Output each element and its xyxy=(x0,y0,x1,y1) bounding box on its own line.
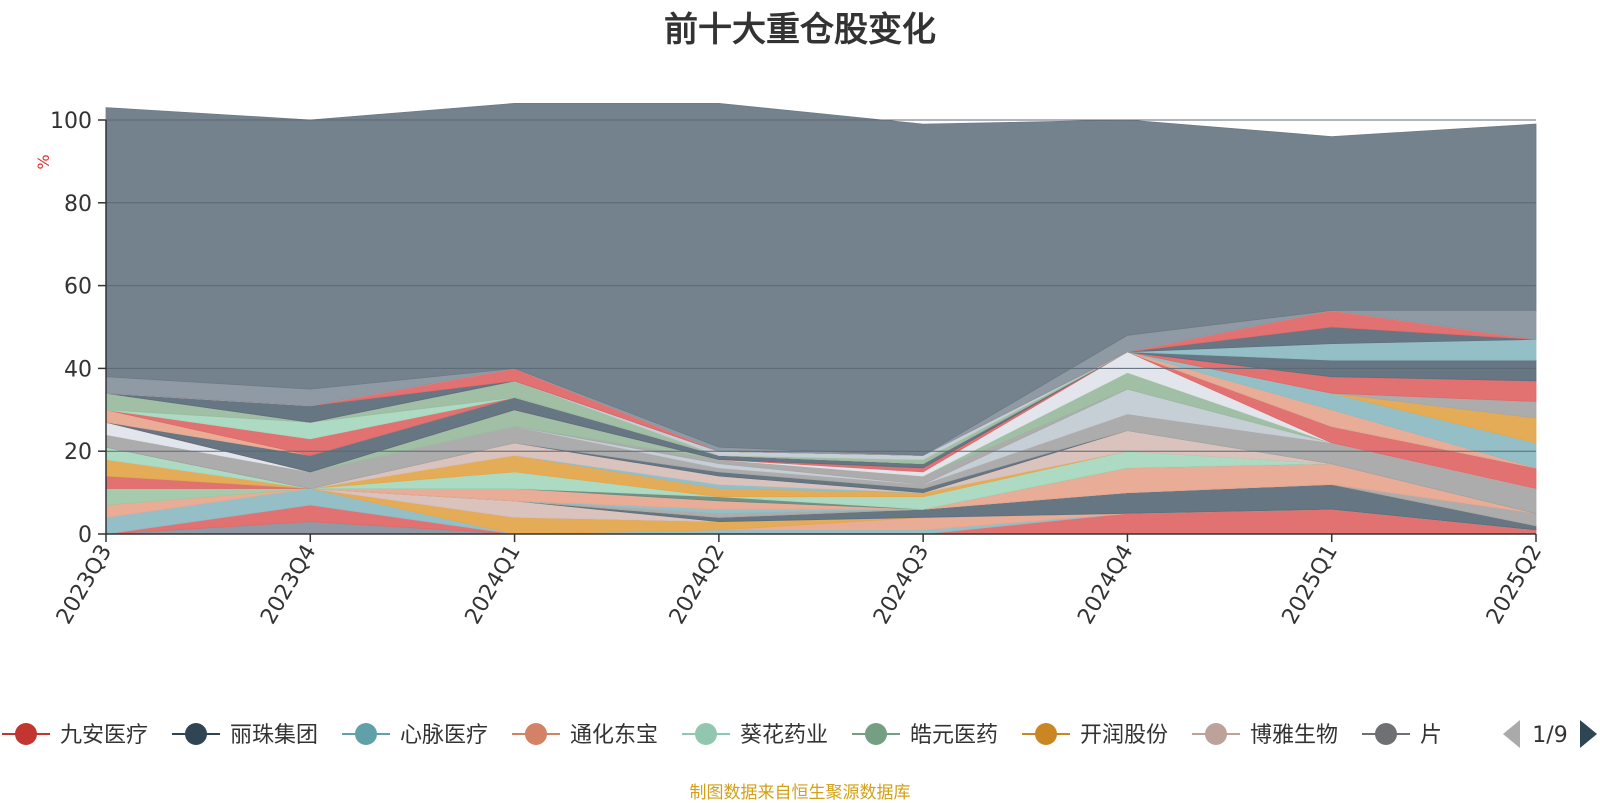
legend-label-2: 心脉医疗 xyxy=(400,723,488,748)
legend-label-1: 丽珠集团 xyxy=(230,723,318,748)
legend-item-5[interactable]: 皓元医药 xyxy=(852,723,998,748)
x-tick-label-2024Q1: 2024Q1 xyxy=(460,541,525,629)
y-tick-label-40: 40 xyxy=(64,357,92,382)
y-tick-label-80: 80 xyxy=(64,192,92,217)
legend-marker-3 xyxy=(525,723,547,745)
x-tick-label-2024Q3: 2024Q3 xyxy=(869,541,934,629)
legend-marker-7 xyxy=(1205,723,1227,745)
legend-item-7[interactable]: 博雅生物 xyxy=(1192,723,1338,748)
x-tick-label-2025Q2: 2025Q2 xyxy=(1482,541,1547,629)
x-tick-label-2023Q4: 2023Q4 xyxy=(256,541,321,629)
data-source-note: 制图数据来自恒生聚源数据库 xyxy=(689,783,911,803)
y-axis-unit: % xyxy=(34,154,53,169)
legend-item-2[interactable]: 心脉医疗 xyxy=(342,723,488,748)
y-tick-label-60: 60 xyxy=(64,275,92,300)
legend-item-6[interactable]: 开润股份 xyxy=(1022,723,1168,748)
legend-marker-0 xyxy=(15,723,37,745)
legend-page-indicator: 1/9 xyxy=(1532,723,1567,748)
legend-label-7: 博雅生物 xyxy=(1250,723,1338,748)
legend-label-3: 通化东宝 xyxy=(570,723,658,748)
legend-items: 九安医疗 丽珠集团 心脉医疗 通化东宝 葵花药业 皓元医药 开润股份 博雅生物 片 xyxy=(2,723,1442,748)
legend-item-8[interactable]: 片 xyxy=(1362,723,1442,748)
prev-page-icon[interactable] xyxy=(1503,720,1520,748)
legend-item-0[interactable]: 九安医疗 xyxy=(2,723,148,748)
x-tick-label-2025Q1: 2025Q1 xyxy=(1278,541,1343,629)
y-tick-label-100: 100 xyxy=(50,109,92,134)
legend-label-0: 九安医疗 xyxy=(60,723,148,748)
plot-area xyxy=(105,103,1537,535)
legend-marker-5 xyxy=(865,723,887,745)
area-series-44 xyxy=(105,103,1537,456)
y-tick-label-20: 20 xyxy=(64,440,92,465)
y-tick-label-0: 0 xyxy=(78,523,92,548)
legend-marker-8 xyxy=(1375,723,1397,745)
legend-pager[interactable]: 1/9 xyxy=(1503,720,1597,748)
legend-item-1[interactable]: 丽珠集团 xyxy=(172,723,318,748)
legend-marker-1 xyxy=(185,723,207,745)
legend-label-4: 葵花药业 xyxy=(740,723,828,748)
legend-marker-4 xyxy=(695,723,717,745)
legend[interactable]: 九安医疗 丽珠集团 心脉医疗 通化东宝 葵花药业 皓元医药 开润股份 博雅生物 片 xyxy=(2,723,1442,748)
x-tick-label-2024Q2: 2024Q2 xyxy=(665,541,730,629)
legend-item-4[interactable]: 葵花药业 xyxy=(682,723,828,748)
x-tick-label-2024Q4: 2024Q4 xyxy=(1073,541,1138,629)
legend-label-6: 开润股份 xyxy=(1080,723,1168,748)
x-tick-label-2023Q3: 2023Q3 xyxy=(52,541,117,629)
legend-marker-2 xyxy=(355,723,377,745)
next-page-icon[interactable] xyxy=(1580,720,1597,748)
legend-item-3[interactable]: 通化东宝 xyxy=(512,723,658,748)
legend-label-8: 片 xyxy=(1420,723,1442,748)
chart-title: 前十大重仓股变化 xyxy=(664,10,936,50)
legend-marker-6 xyxy=(1035,723,1057,745)
legend-label-5: 皓元医药 xyxy=(910,723,998,748)
